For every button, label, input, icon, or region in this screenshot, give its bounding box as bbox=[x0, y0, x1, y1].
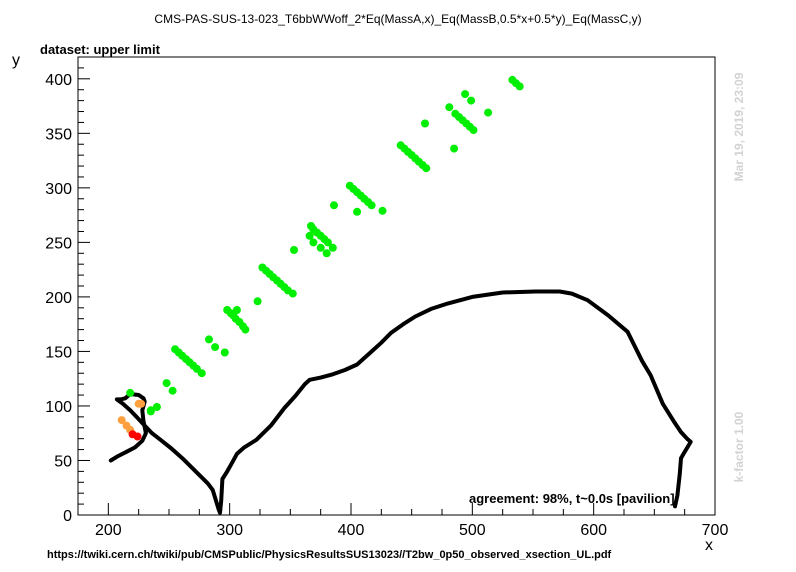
data-point bbox=[330, 201, 338, 210]
source-url: https://twiki.cern.ch/twiki/pub/CMSPubli… bbox=[47, 549, 612, 561]
data-point bbox=[353, 207, 362, 216]
data-point bbox=[146, 406, 155, 415]
data-point bbox=[197, 369, 206, 378]
exclusion-contour bbox=[108, 289, 693, 515]
data-point bbox=[421, 119, 429, 128]
data-point bbox=[323, 238, 332, 247]
data-point bbox=[484, 108, 493, 117]
date-stamp: Mar 19, 2019, 23:09 bbox=[732, 72, 746, 182]
x-tick-label: 700 bbox=[702, 522, 729, 539]
data-point bbox=[211, 343, 220, 352]
agreement-label: agreement: 98%, t~0.0s [pavilion] bbox=[469, 491, 675, 506]
data-point bbox=[467, 96, 476, 105]
x-tick-label: 600 bbox=[580, 522, 607, 539]
data-point bbox=[288, 289, 297, 298]
data-point bbox=[328, 243, 337, 252]
x-tick-label: 500 bbox=[459, 522, 486, 539]
y-tick-label: 400 bbox=[45, 72, 72, 89]
y-tick-label: 50 bbox=[54, 453, 72, 470]
dataset-label: dataset: upper limit bbox=[40, 42, 160, 57]
data-point bbox=[205, 335, 213, 344]
data-point bbox=[290, 246, 298, 254]
x-tick-label: 400 bbox=[338, 522, 365, 539]
data-point bbox=[450, 144, 459, 153]
data-point bbox=[309, 238, 318, 247]
y-tick-label: 250 bbox=[45, 235, 72, 252]
plot-frame bbox=[77, 56, 716, 516]
data-point bbox=[253, 297, 262, 306]
data-point bbox=[322, 249, 331, 258]
y-tick-label: 350 bbox=[45, 126, 72, 143]
x-axis-label: x bbox=[705, 537, 713, 554]
data-point bbox=[137, 399, 146, 408]
axis-layer: 200 300 400 500 600 700 0 50 100 150 200 250 300 350 4… bbox=[45, 67, 729, 539]
data-point bbox=[133, 432, 142, 441]
y-tick-label: 300 bbox=[45, 181, 72, 198]
data-point bbox=[461, 90, 470, 99]
chart-title: CMS-PAS-SUS-13-023_T6bbWWoff_2*Eq(MassA,… bbox=[154, 12, 642, 26]
y-tick-label: 0 bbox=[63, 508, 72, 525]
data-point bbox=[469, 126, 478, 135]
data-point bbox=[305, 231, 314, 240]
data-point bbox=[422, 164, 431, 173]
data-point bbox=[316, 243, 325, 252]
x-tick-label: 300 bbox=[216, 522, 243, 539]
contour-layer bbox=[108, 289, 693, 515]
data-point bbox=[117, 416, 126, 425]
x-tick-label: 200 bbox=[95, 522, 122, 539]
data-point bbox=[220, 348, 229, 357]
y-tick-label: 200 bbox=[45, 290, 72, 307]
y-axis-label: y bbox=[12, 52, 20, 69]
points-layer bbox=[117, 75, 524, 441]
data-point bbox=[168, 386, 177, 395]
y-tick-label: 100 bbox=[45, 399, 72, 416]
data-point bbox=[162, 379, 171, 388]
data-point bbox=[152, 403, 161, 411]
data-point bbox=[367, 201, 376, 210]
data-point bbox=[515, 82, 524, 91]
y-tick-label: 150 bbox=[45, 344, 72, 361]
data-point bbox=[445, 103, 454, 112]
data-point bbox=[232, 306, 241, 314]
data-point bbox=[241, 325, 250, 334]
data-point bbox=[378, 206, 387, 215]
data-point bbox=[126, 388, 135, 397]
k-factor-label: k-factor 1.00 bbox=[732, 411, 746, 483]
